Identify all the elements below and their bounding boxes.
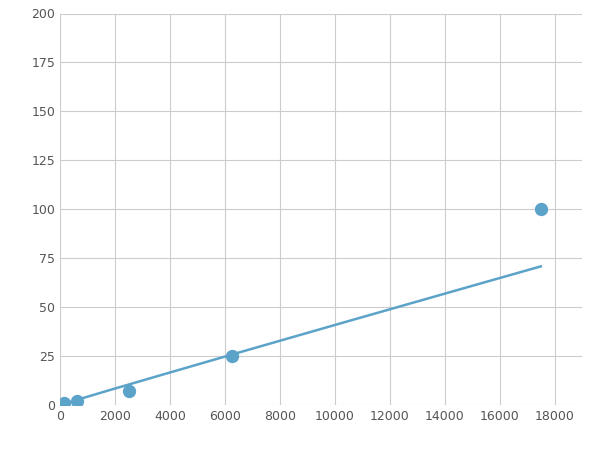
Point	[227, 352, 236, 360]
Point	[124, 388, 133, 395]
Point	[73, 397, 82, 405]
Point	[536, 206, 545, 213]
Point	[59, 400, 69, 407]
